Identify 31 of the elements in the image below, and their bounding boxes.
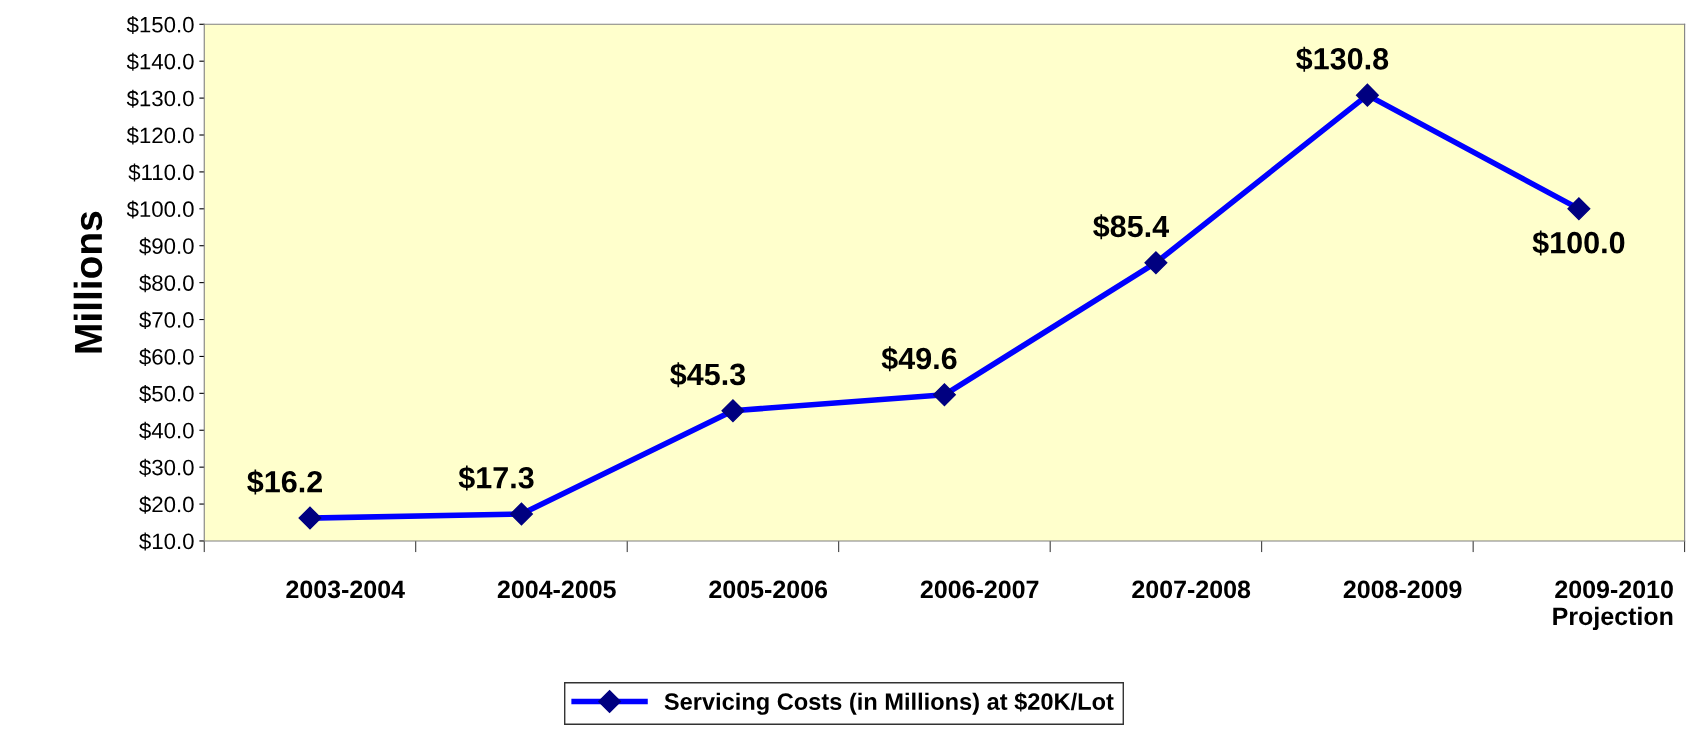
y-tick-label: $150.0 xyxy=(126,15,194,34)
y-axis-title: Millions xyxy=(73,211,103,353)
x-tick-label: 2005-2006 xyxy=(709,580,828,599)
y-tick-label: $80.0 xyxy=(139,274,194,293)
x-tick-label: 2006-2007 xyxy=(920,580,1039,599)
y-tick-label: $140.0 xyxy=(126,52,194,71)
y-tick-label: $10.0 xyxy=(139,532,194,551)
data-label: $49.6 xyxy=(881,346,957,372)
legend-label: Servicing Costs (in Millions) at $20K/Lot xyxy=(664,692,1114,715)
x-tick-label: 2004-2005 xyxy=(497,580,616,599)
y-tick-label: $110.0 xyxy=(128,163,194,182)
y-tick-label: $60.0 xyxy=(139,348,194,367)
y-tick-label: $70.0 xyxy=(139,311,194,330)
data-label: $130.8 xyxy=(1296,46,1389,72)
data-label: $16.2 xyxy=(247,469,322,495)
y-tick-label: $30.0 xyxy=(139,458,194,477)
data-label: $45.3 xyxy=(670,362,746,388)
x-tick-label: 2009-2010 Projection xyxy=(1553,580,1673,631)
y-tick-label: $50.0 xyxy=(139,384,194,403)
data-label: $100.0 xyxy=(1532,230,1625,256)
y-tick-label: $40.0 xyxy=(139,421,194,440)
y-tick-label: $90.0 xyxy=(139,237,194,256)
y-tick-label: $100.0 xyxy=(126,200,194,219)
y-tick-label: $20.0 xyxy=(139,495,194,514)
x-tick-label: 2007-2008 xyxy=(1132,580,1251,599)
x-tick-label: 2003-2004 xyxy=(286,580,405,599)
y-tick-label: $120.0 xyxy=(126,126,194,145)
y-tick-label: $130.0 xyxy=(126,89,194,108)
x-tick-label: 2008-2009 xyxy=(1343,580,1462,599)
data-label: $85.4 xyxy=(1093,214,1169,240)
data-label: $17.3 xyxy=(458,465,534,491)
